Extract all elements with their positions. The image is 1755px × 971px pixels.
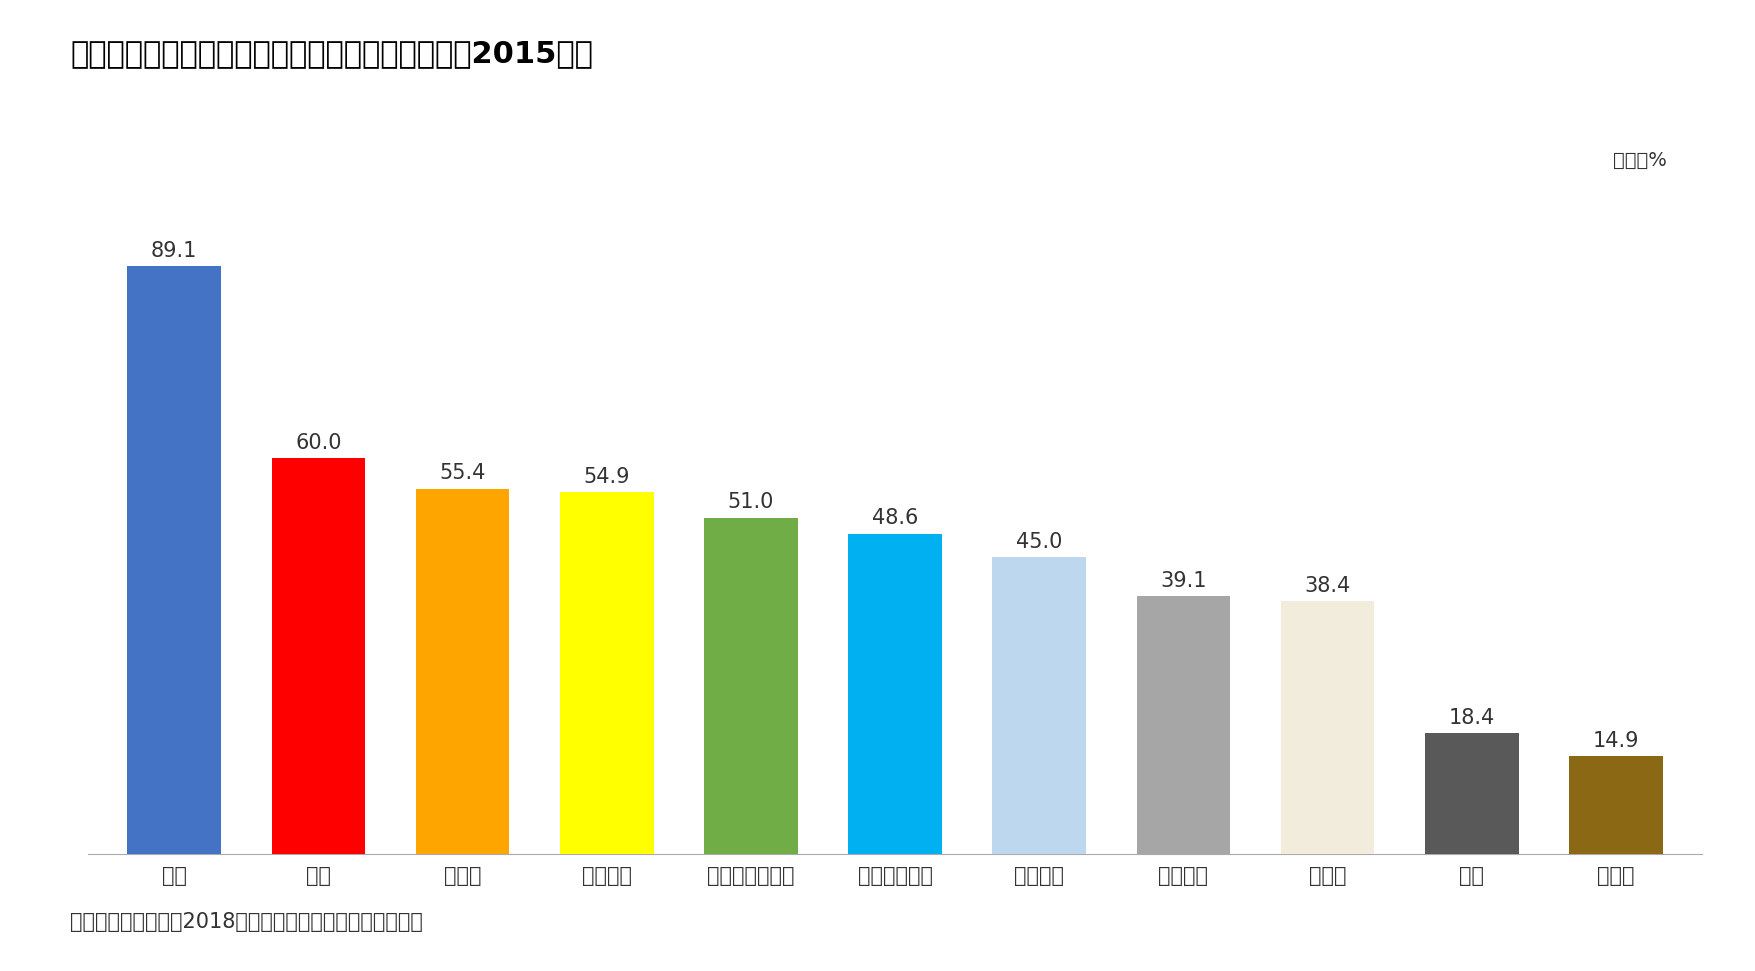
Bar bbox=[128, 266, 221, 854]
Bar bbox=[704, 518, 799, 854]
Text: 出所）経済産業省（2018）「キャッシュレス・ビジョン」: 出所）経済産業省（2018）「キャッシュレス・ビジョン」 bbox=[70, 912, 423, 932]
Bar bbox=[560, 492, 653, 854]
Text: 55.4: 55.4 bbox=[439, 463, 486, 484]
Text: 38.4: 38.4 bbox=[1304, 576, 1351, 595]
Text: 39.1: 39.1 bbox=[1160, 571, 1207, 591]
Bar bbox=[272, 458, 365, 854]
Text: 60.0: 60.0 bbox=[295, 433, 342, 453]
Bar bbox=[1137, 596, 1230, 854]
Text: 単位：%: 単位：% bbox=[1613, 151, 1667, 170]
Bar bbox=[416, 488, 509, 854]
Text: 51.0: 51.0 bbox=[728, 492, 774, 513]
Text: 45.0: 45.0 bbox=[1016, 532, 1062, 552]
Text: 図表２　各国のキャッシュレス決済比率の状況（2015年）: 図表２ 各国のキャッシュレス決済比率の状況（2015年） bbox=[70, 39, 593, 68]
Text: 54.9: 54.9 bbox=[583, 467, 630, 486]
Bar bbox=[1569, 756, 1662, 854]
Text: 48.6: 48.6 bbox=[872, 508, 918, 528]
Text: 89.1: 89.1 bbox=[151, 241, 197, 261]
Text: 18.4: 18.4 bbox=[1448, 708, 1495, 727]
Text: 14.9: 14.9 bbox=[1592, 731, 1639, 751]
Bar bbox=[992, 557, 1086, 854]
Bar bbox=[848, 534, 942, 854]
Bar bbox=[1281, 601, 1374, 854]
Bar bbox=[1425, 733, 1518, 854]
